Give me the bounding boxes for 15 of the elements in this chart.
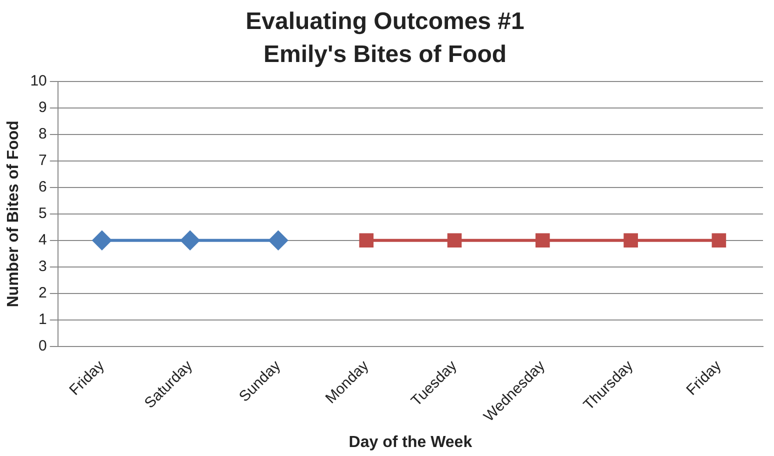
y-tick-label: 6 xyxy=(38,178,47,196)
chart-title: Evaluating Outcomes #1 xyxy=(246,8,524,36)
y-tick-label: 3 xyxy=(38,258,47,275)
y-tick-label: 4 xyxy=(38,232,47,249)
y-tick-label: 8 xyxy=(38,126,47,143)
y-tick-label: 1 xyxy=(38,310,47,328)
y-tick-label: 0 xyxy=(38,337,47,354)
y-axis-title: Number of Bites of Food xyxy=(5,120,22,308)
y-tick-label: 5 xyxy=(38,205,47,222)
y-tick-label: 2 xyxy=(38,284,47,302)
x-axis-title: Day of the Week xyxy=(348,434,472,451)
y-tick-label: 10 xyxy=(30,72,47,90)
chart-subtitle: Emily's Bites of Food xyxy=(263,40,507,68)
y-tick-label: 7 xyxy=(38,152,47,170)
y-tick-label: 9 xyxy=(38,99,47,116)
